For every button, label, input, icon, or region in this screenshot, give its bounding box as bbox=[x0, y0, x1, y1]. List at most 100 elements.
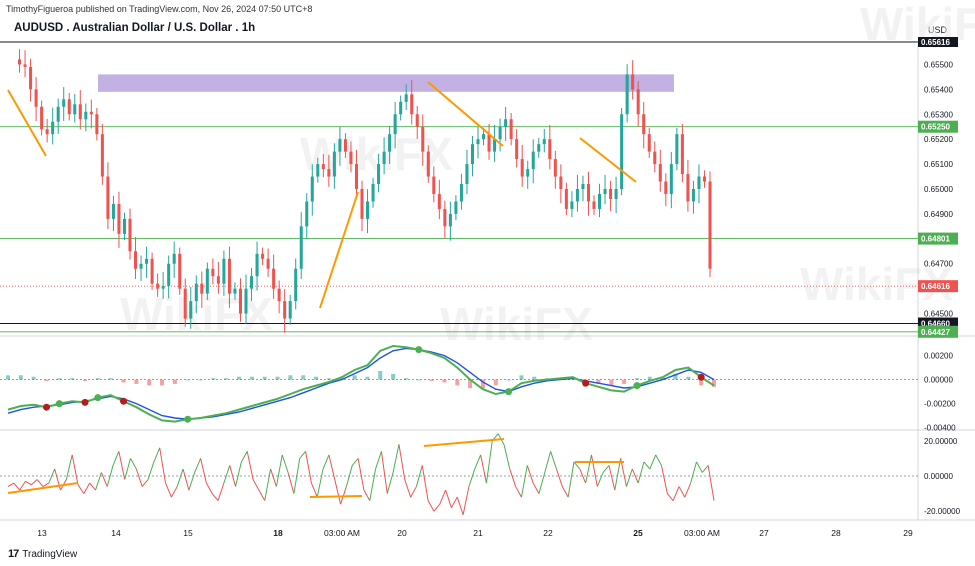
candle bbox=[548, 139, 552, 160]
candle bbox=[609, 189, 613, 199]
osc-segment bbox=[550, 451, 557, 470]
osc-segment bbox=[655, 454, 662, 466]
osc-segment bbox=[445, 489, 452, 508]
osc-segment bbox=[561, 486, 569, 498]
candle bbox=[95, 114, 99, 135]
candle bbox=[161, 286, 165, 289]
price-tick-label: 0.64900 bbox=[924, 210, 953, 219]
price-tick-label: 0.64500 bbox=[924, 310, 953, 319]
osc-segment bbox=[427, 500, 435, 512]
candle bbox=[189, 301, 193, 319]
macd-histogram-bar bbox=[622, 379, 627, 384]
candle bbox=[172, 253, 176, 264]
candle bbox=[702, 176, 706, 182]
osc-segment bbox=[252, 479, 260, 491]
osc-segment bbox=[707, 465, 715, 501]
osc-segment bbox=[124, 458, 132, 480]
osc-segment bbox=[211, 493, 219, 501]
candle bbox=[564, 189, 568, 209]
osc-segment bbox=[25, 480, 32, 486]
candle bbox=[106, 176, 110, 219]
candle bbox=[570, 201, 574, 209]
candle bbox=[73, 104, 77, 115]
x-tick-label: 28 bbox=[831, 528, 841, 538]
candle bbox=[211, 268, 215, 277]
tradingview-brand: TradingView bbox=[22, 548, 78, 560]
macd-histogram-bar bbox=[686, 376, 691, 380]
resistance-zone bbox=[98, 74, 674, 92]
candle bbox=[84, 111, 88, 120]
macd-histogram-bar bbox=[172, 379, 177, 384]
candle bbox=[526, 169, 530, 177]
candle bbox=[697, 176, 701, 189]
candle bbox=[354, 164, 358, 189]
tradingview-logo-icon: 17 bbox=[8, 548, 19, 560]
osc-tick-label: -20.00000 bbox=[924, 507, 961, 516]
macd-histogram-bar bbox=[301, 375, 306, 380]
osc-segment bbox=[205, 482, 213, 494]
macd-histogram-bar bbox=[468, 379, 473, 389]
candle bbox=[586, 184, 590, 202]
divergence-line bbox=[7, 482, 79, 494]
osc-segment bbox=[474, 454, 482, 470]
macd-cross-marker bbox=[94, 394, 102, 402]
macd-histogram-bar bbox=[288, 375, 293, 380]
candle bbox=[482, 134, 486, 140]
candle bbox=[327, 169, 331, 177]
candle bbox=[18, 59, 22, 65]
current-price-label: 0.64616 bbox=[921, 282, 950, 291]
candle bbox=[261, 253, 265, 259]
macd-histogram-bar bbox=[634, 378, 639, 380]
osc-segment bbox=[310, 482, 318, 498]
divergence-line bbox=[423, 438, 505, 447]
osc-segment bbox=[258, 489, 266, 501]
osc-segment bbox=[643, 461, 651, 470]
osc-segment bbox=[451, 496, 458, 508]
osc-segment bbox=[351, 458, 359, 466]
macd-histogram-bar bbox=[442, 379, 447, 383]
price-tick-label: 0.65000 bbox=[924, 185, 953, 194]
candle bbox=[167, 263, 171, 287]
candle bbox=[255, 253, 259, 277]
candle bbox=[29, 66, 33, 90]
candle bbox=[266, 258, 270, 269]
osc-segment bbox=[130, 458, 137, 470]
osc-segment bbox=[48, 468, 56, 484]
osc-segment bbox=[229, 465, 237, 487]
candle bbox=[338, 139, 342, 152]
macd-histogram-bar bbox=[480, 379, 485, 389]
macd-histogram-bar bbox=[237, 376, 242, 380]
price-tick-label: 0.65500 bbox=[924, 60, 953, 69]
candle bbox=[669, 164, 673, 194]
candle bbox=[664, 181, 668, 194]
candle bbox=[493, 139, 497, 152]
osc-segment bbox=[19, 481, 26, 491]
macd-histogram-bar bbox=[147, 379, 152, 386]
macd-histogram-bar bbox=[314, 376, 319, 380]
candle bbox=[377, 164, 381, 185]
osc-segment bbox=[585, 454, 592, 484]
macd-histogram-bar bbox=[429, 379, 434, 382]
candle bbox=[642, 114, 646, 135]
macd-tick-label: -0.00200 bbox=[924, 400, 956, 409]
price-tick-label: 0.65400 bbox=[924, 85, 953, 94]
osc-segment bbox=[275, 454, 283, 487]
candle bbox=[56, 106, 60, 122]
osc-segment bbox=[555, 468, 563, 487]
x-tick-label: 29 bbox=[903, 528, 913, 538]
osc-segment bbox=[567, 461, 575, 498]
candle bbox=[559, 176, 563, 189]
candle bbox=[631, 74, 635, 90]
candle bbox=[592, 201, 596, 209]
candle bbox=[194, 283, 198, 302]
macd-histogram-bar bbox=[712, 379, 716, 387]
candle bbox=[636, 89, 640, 115]
candle bbox=[598, 193, 602, 209]
osc-segment bbox=[65, 454, 73, 480]
macd-histogram-bar bbox=[31, 376, 36, 380]
candle bbox=[332, 151, 336, 177]
osc-segment bbox=[701, 465, 709, 473]
macd-tick-label: 0.00200 bbox=[924, 352, 953, 361]
osc-segment bbox=[404, 479, 412, 498]
